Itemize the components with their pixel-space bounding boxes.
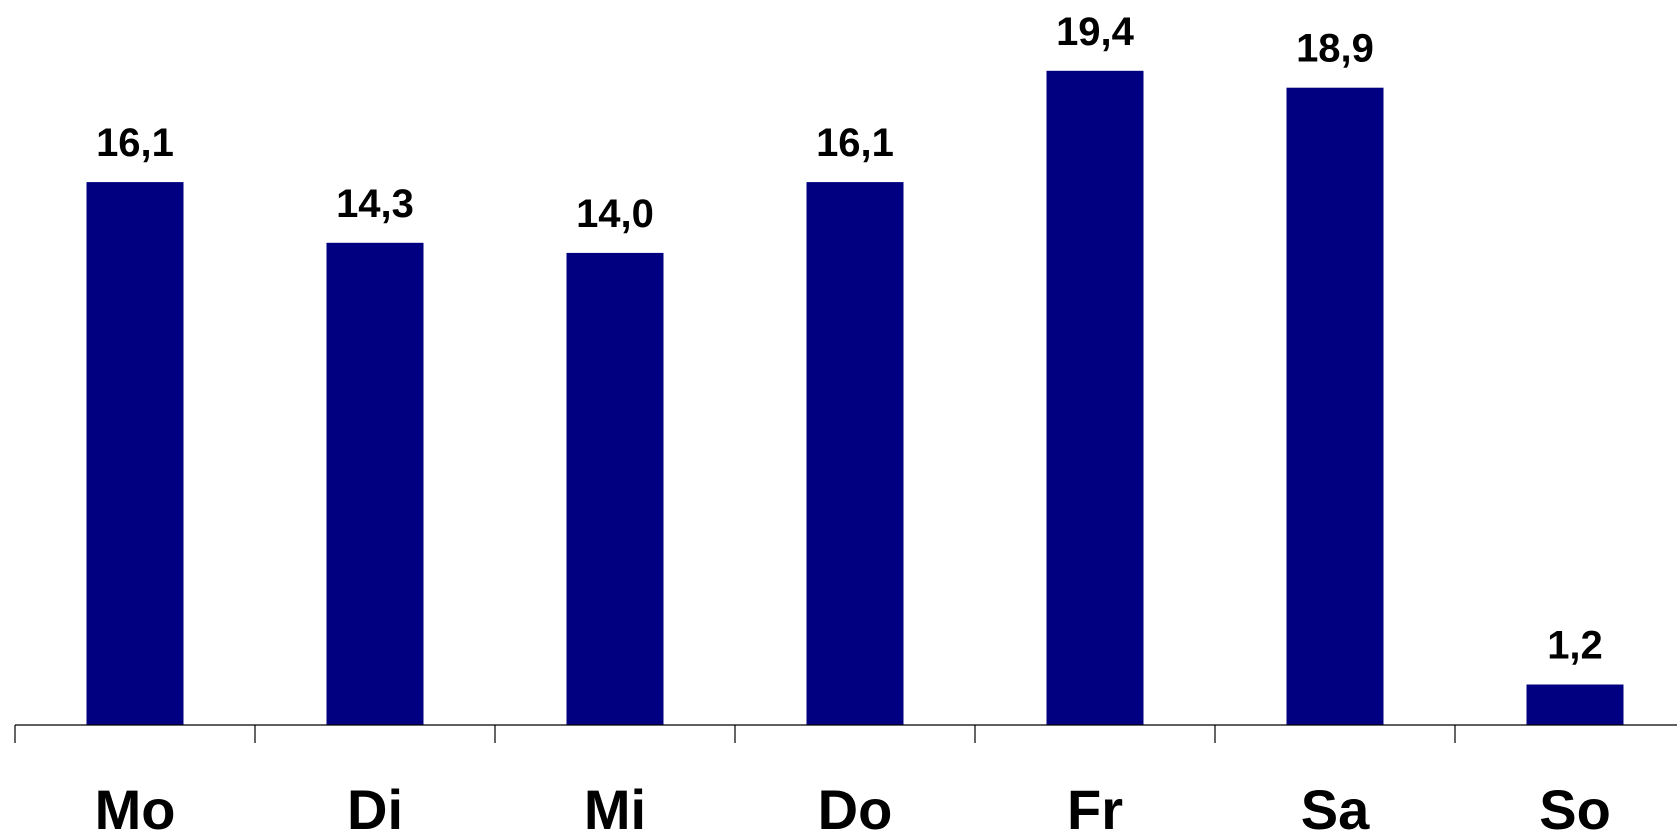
data-label-sa: 18,9 xyxy=(1296,27,1374,71)
data-label-di: 14,3 xyxy=(336,182,414,226)
x-tick-label-do: Do xyxy=(818,778,893,835)
bar-sa xyxy=(1286,87,1384,725)
bar-fr xyxy=(1046,70,1144,726)
bar-do xyxy=(806,182,904,726)
x-tick-labels: Mo Di Mi Do Fr Sa So xyxy=(95,778,1611,835)
bars-layer xyxy=(86,70,1624,726)
x-tick-label-mo: Mo xyxy=(95,778,176,835)
data-label-so: 1,2 xyxy=(1547,624,1603,668)
data-labels-layer: 16,1 14,3 14,0 16,1 19,4 18,9 1,2 xyxy=(96,10,1603,668)
data-label-mi: 14,0 xyxy=(576,192,654,236)
data-label-mo: 16,1 xyxy=(96,121,174,165)
bar-di xyxy=(326,242,424,726)
x-tick-label-mi: Mi xyxy=(584,778,646,835)
data-label-do: 16,1 xyxy=(816,121,894,165)
x-tick-label-di: Di xyxy=(347,778,403,835)
x-axis xyxy=(14,724,1677,743)
bar-mi xyxy=(566,252,664,725)
bar-so xyxy=(1526,684,1624,725)
x-tick-label-sa: Sa xyxy=(1301,778,1370,835)
bar-mo xyxy=(86,182,184,726)
data-label-fr: 19,4 xyxy=(1056,10,1135,54)
x-tick-label-so: So xyxy=(1539,778,1611,835)
x-tick-label-fr: Fr xyxy=(1067,778,1123,835)
